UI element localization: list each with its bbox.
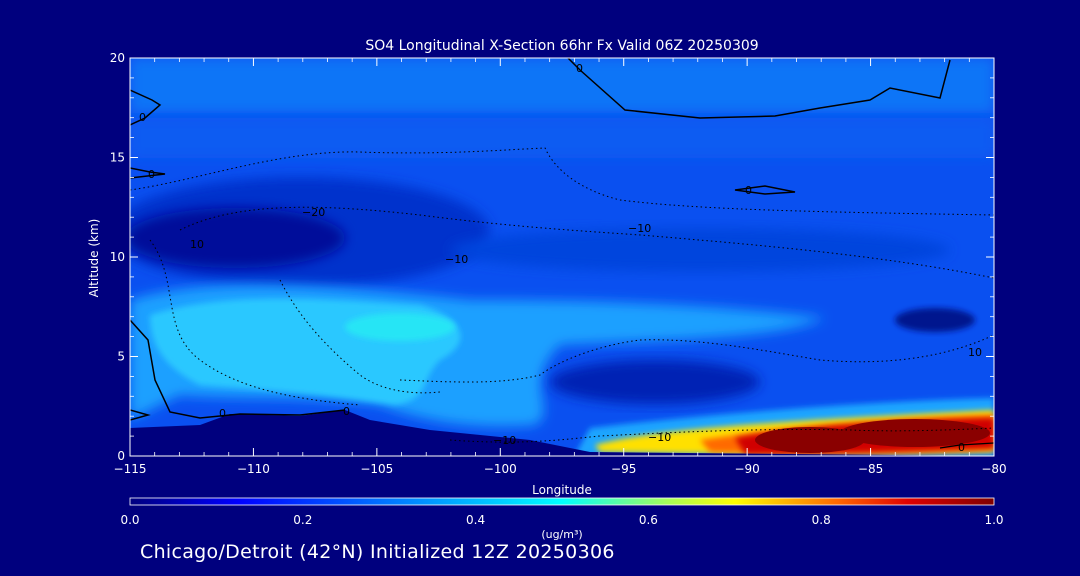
mid-dark-lobe	[550, 360, 760, 404]
footer-caption: Chicago/Detroit (42°N) Initialized 12Z 2…	[140, 541, 615, 563]
contour-label: 0	[148, 168, 155, 181]
y-tick-label: 10	[110, 250, 125, 264]
colorbar-tick-label: 0.6	[639, 513, 658, 527]
contour-dotted-mid	[149, 239, 361, 406]
colorbar-tick-label: 0.2	[293, 513, 312, 527]
x-tick-label: −80	[981, 462, 1006, 476]
contour-labels: 0 0 0 0 0 0 −20 −10 10 −10 −10 10 0 −10	[139, 62, 982, 454]
x-tick-label: −85	[858, 462, 883, 476]
colorbar: 0.0 0.2 0.4 0.6 0.8 1.0 (ug/m³)	[120, 497, 1004, 541]
y-tick-label: 0	[117, 449, 125, 463]
contour-solid-left-top	[130, 89, 162, 126]
contour-solid-top	[567, 58, 951, 119]
chart-title: SO4 Longitudinal X-Section 66hr Fx Valid…	[365, 38, 758, 54]
contour-label: −10	[628, 222, 651, 235]
colorbar-frame	[129, 497, 995, 506]
contour-label: 0	[958, 441, 965, 454]
colorbar-tick-label: 0.4	[466, 513, 485, 527]
colorbar-tick-label: 0.8	[812, 513, 831, 527]
plume-core	[345, 313, 455, 341]
contour-dotted-surface	[449, 427, 994, 443]
terrain	[130, 410, 994, 456]
y-tick-label: 5	[117, 350, 125, 364]
contour-label: 0	[576, 62, 583, 75]
right-dark-lobe	[895, 308, 975, 332]
contour-solid-surface	[939, 442, 994, 449]
x-tick-label: −110	[237, 462, 270, 476]
y-tick-label: 20	[110, 51, 125, 65]
x-axis-label: Longitude	[532, 483, 592, 497]
concentration-field	[130, 58, 994, 456]
upper-minimum-core	[130, 208, 345, 268]
y-axis: 0 5 10 15 20	[110, 51, 994, 463]
contour-label: −10	[648, 431, 671, 444]
contour-solid-left-mid	[130, 167, 166, 179]
band-upper	[130, 118, 994, 158]
contour-solid-left-low	[130, 319, 346, 419]
contour-lines	[130, 58, 994, 449]
contour-dotted-lower	[399, 334, 994, 383]
contour-dotted-upper	[130, 147, 994, 216]
surface-max-core-right	[840, 419, 990, 447]
colorbar-ticks: 0.0 0.2 0.4 0.6 0.8 1.0	[120, 513, 1003, 527]
contour-label: 0	[139, 111, 146, 124]
contour-dotted-upper2	[179, 206, 994, 279]
contour-dotted-mid2	[279, 279, 441, 394]
colorbar-gradient	[130, 498, 994, 505]
x-tick-label: −105	[360, 462, 393, 476]
contour-label: 0	[745, 184, 752, 197]
upper-band-right	[450, 228, 950, 272]
contour-label: −10	[493, 434, 516, 447]
y-axis-label: Altitude (km)	[87, 219, 101, 298]
surface-max-core-left	[755, 427, 865, 453]
contour-label: 10	[968, 346, 982, 359]
contour-label: 10	[190, 238, 204, 251]
x-tick-label: −95	[611, 462, 636, 476]
contour-solid-right-mid	[734, 185, 796, 195]
colorbar-tick-label: 0.0	[120, 513, 139, 527]
x-axis: −115 −110 −105 −100 −95 −90 −85 −80	[114, 58, 1007, 476]
colorbar-tick-label: 1.0	[984, 513, 1003, 527]
x-tick-label: −90	[734, 462, 759, 476]
y-tick-label: 15	[110, 151, 125, 165]
contour-solid-left-bottom	[130, 409, 151, 421]
colorbar-units: (ug/m³)	[541, 528, 582, 541]
x-tick-label: −100	[484, 462, 517, 476]
contour-label: −20	[302, 206, 325, 219]
contour-label: 0	[343, 405, 350, 418]
contour-label: −10	[445, 253, 468, 266]
band-top	[130, 58, 994, 113]
x-tick-label: −115	[114, 462, 147, 476]
contour-label: 0	[219, 407, 226, 420]
